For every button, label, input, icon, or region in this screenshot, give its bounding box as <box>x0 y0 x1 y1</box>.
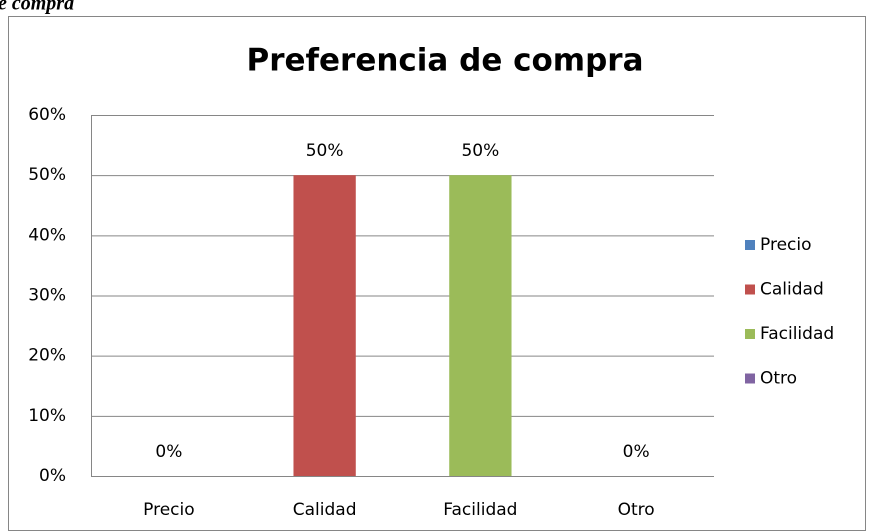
legend-swatch <box>745 373 755 384</box>
x-tick-label: Facilidad <box>443 500 517 520</box>
y-tick-label: 40% <box>28 225 66 245</box>
x-tick-label: Otro <box>618 500 655 520</box>
y-tick-label: 0% <box>39 466 66 486</box>
legend-label: Otro <box>760 369 797 389</box>
chart-frame <box>8 16 866 531</box>
data-label: 50% <box>461 141 499 161</box>
legend-label: Precio <box>760 235 812 255</box>
bar <box>449 175 512 476</box>
data-label: 50% <box>306 141 344 161</box>
data-label: 0% <box>155 442 182 462</box>
y-tick-label: 20% <box>28 346 66 366</box>
x-tick-label: Calidad <box>293 500 357 520</box>
legend-swatch <box>745 240 755 250</box>
data-label: 0% <box>623 442 650 462</box>
y-tick-label: 10% <box>28 406 66 426</box>
legend-label: Calidad <box>760 280 824 300</box>
legend-swatch <box>745 329 755 339</box>
bar <box>293 175 356 476</box>
y-tick-label: 30% <box>28 286 66 306</box>
caption: e compra <box>0 0 74 15</box>
legend-swatch <box>745 284 755 295</box>
y-tick-label: 60% <box>28 105 66 125</box>
legend-label: Facilidad <box>760 324 834 344</box>
chart-title: Preferencia de compra <box>246 43 643 79</box>
x-tick-label: Precio <box>143 500 195 520</box>
y-tick-label: 50% <box>28 165 66 185</box>
